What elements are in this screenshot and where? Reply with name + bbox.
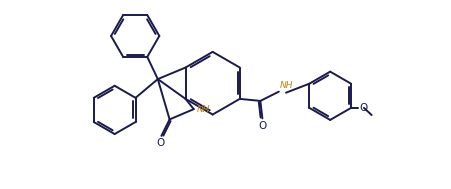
Text: NH: NH [196,105,210,114]
Text: O: O [359,103,368,113]
Text: O: O [156,138,165,148]
Text: NH: NH [280,81,293,90]
Text: O: O [258,122,267,132]
